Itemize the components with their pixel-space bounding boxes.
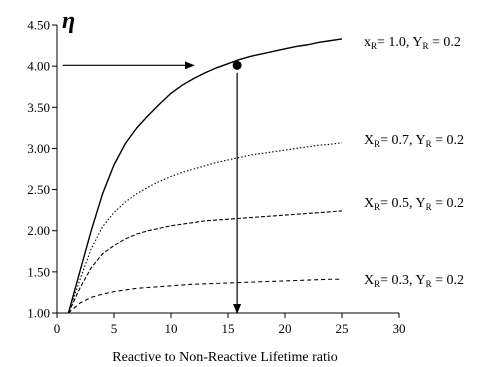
series-label-part: R <box>371 41 377 51</box>
series-label-part: X <box>364 196 374 211</box>
y-tick-label: 3.00 <box>27 141 50 156</box>
series-layer: xR= 1.0, YR = 0.2XR= 0.7, YR = 0.2XR= 0.… <box>67 35 464 314</box>
x-tick-label: 5 <box>111 321 118 336</box>
x-tick-label: 15 <box>222 321 235 336</box>
y-tick-label: 4.00 <box>27 59 50 74</box>
series-label-part: = 0.2 <box>432 133 464 148</box>
y-tick-label: 1.00 <box>27 306 50 321</box>
series-label-part: = 0.7, Y <box>380 133 426 148</box>
series-label-part: = 0.3, Y <box>380 273 426 288</box>
series-label-part: X <box>364 133 374 148</box>
series-label-part: R <box>374 139 380 149</box>
series-label-part: R <box>426 202 432 212</box>
y-tick-label: 1.50 <box>27 264 50 279</box>
series-label-part: R <box>426 279 432 289</box>
series-line-1 <box>67 38 343 314</box>
x-tick-label: 10 <box>165 321 178 336</box>
series-label-4: XR= 0.3, YR = 0.2 <box>364 273 464 289</box>
highlight-marker <box>232 60 242 70</box>
annotation-layer <box>62 60 242 314</box>
series-label-part: R <box>423 41 429 51</box>
x-tick-label: 25 <box>336 321 349 336</box>
series-line-3 <box>67 210 343 314</box>
series-label-part: = 1.0, Y <box>377 35 423 50</box>
series-label-part: = 0.2 <box>432 196 464 211</box>
y-tick-label: 4.50 <box>27 18 50 33</box>
series-label-2: XR= 0.7, YR = 0.2 <box>364 133 464 149</box>
series-label-part: X <box>364 273 374 288</box>
series-label-1: xR= 1.0, YR = 0.2 <box>364 35 461 51</box>
series-label-part: R <box>374 202 380 212</box>
series-label-part: x <box>364 35 371 50</box>
x-tick-label: 30 <box>393 321 406 336</box>
series-label-part: = 0.2 <box>432 273 464 288</box>
x-tick-label: 0 <box>54 321 61 336</box>
series-label-part: = 0.5, Y <box>380 196 426 211</box>
y-tick-label: 2.00 <box>27 223 50 238</box>
y-tick-label: 2.50 <box>27 182 50 197</box>
x-tick-label: 20 <box>279 321 292 336</box>
y-axis-label: η <box>62 8 75 34</box>
series-line-2 <box>67 142 343 314</box>
x-axis-label: Reactive to Non-Reactive Lifetime ratio <box>112 350 337 365</box>
series-label-part: R <box>426 139 432 149</box>
axes: 1.00 1.50 2.00 2.50 3.00 3.50 4.00 4.50 0 5 10 15 20… <box>27 18 405 337</box>
series-label-3: XR= 0.5, YR = 0.2 <box>364 196 464 212</box>
series-label-part: R <box>374 279 380 289</box>
series-label-part: = 0.2 <box>429 35 461 50</box>
y-tick-label: 3.50 <box>27 100 50 115</box>
series-line-4 <box>68 278 342 314</box>
